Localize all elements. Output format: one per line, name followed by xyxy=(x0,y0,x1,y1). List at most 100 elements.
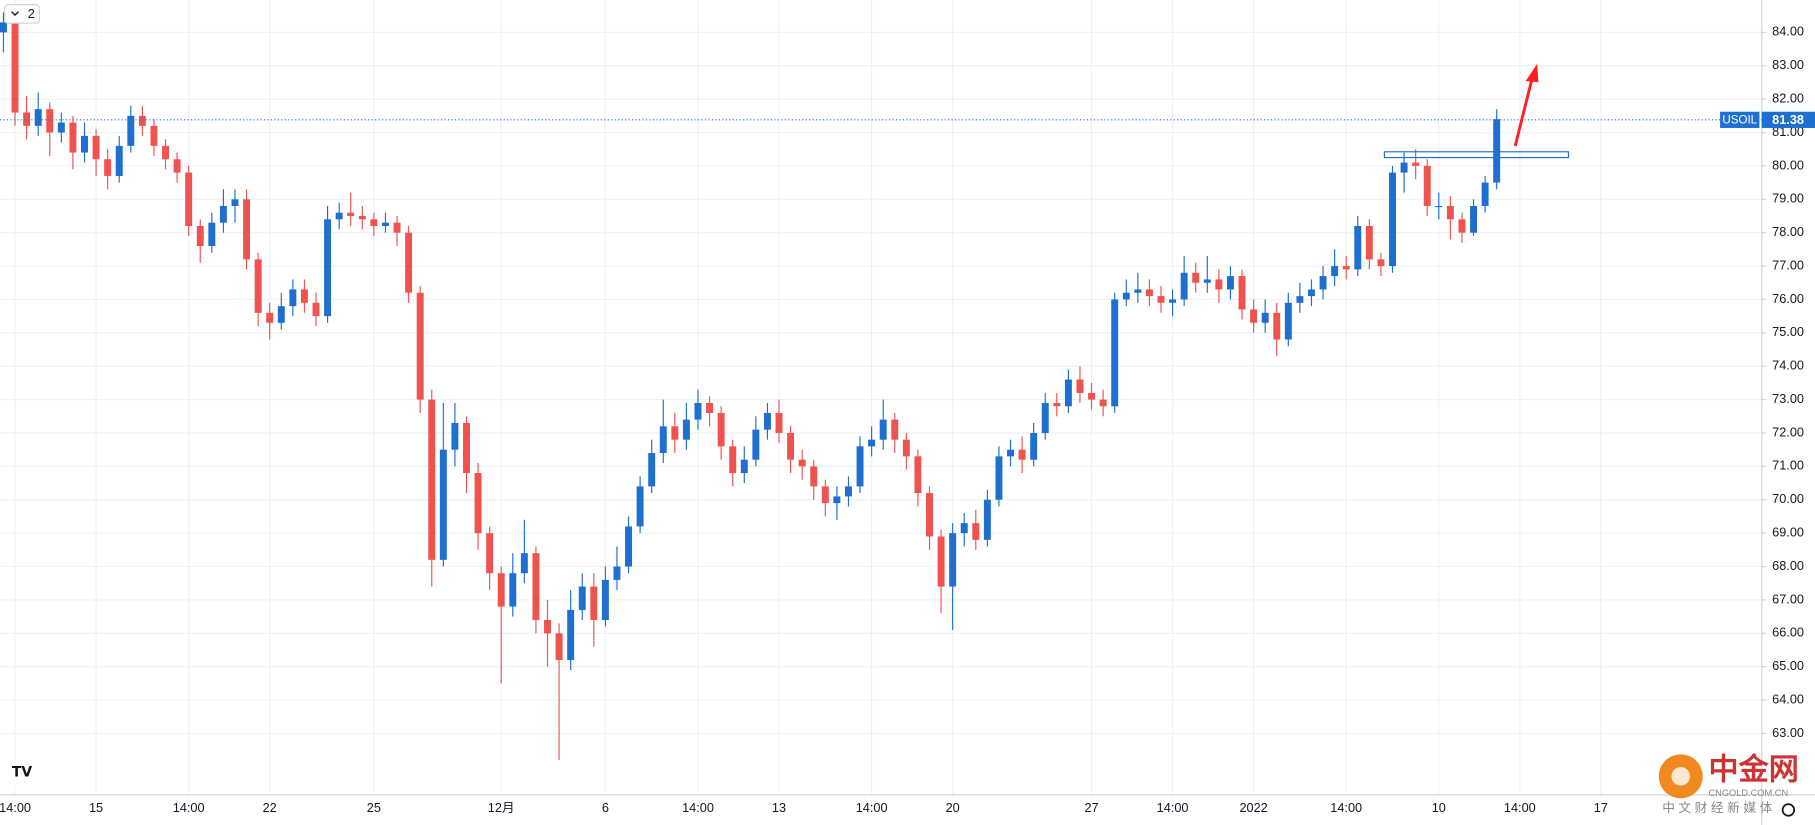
candle-body xyxy=(138,115,146,126)
candle-body xyxy=(1446,205,1454,220)
y-tick-label: 84.00 xyxy=(1772,24,1804,39)
candle-body xyxy=(370,219,378,227)
candle-body xyxy=(34,109,42,126)
candle-body xyxy=(1273,312,1281,340)
candle-body xyxy=(347,212,355,216)
interval-badge-text: 2 xyxy=(28,6,35,21)
candle-body xyxy=(1377,259,1385,267)
x-tick-label: 27 xyxy=(1084,800,1098,815)
candle-body xyxy=(1169,299,1177,303)
candle-body xyxy=(1122,292,1130,300)
y-tick-label: 78.00 xyxy=(1772,224,1804,239)
candle-body xyxy=(1389,172,1396,267)
candle-body xyxy=(23,112,31,126)
axes: 63.00 64.00 65.00 66.00 67.00 68.00 69.00 70.00… xyxy=(0,24,1815,815)
candle-body xyxy=(752,429,760,460)
candle-body xyxy=(1423,165,1431,206)
x-tick-label: 6 xyxy=(602,800,609,815)
annotation-arrowhead xyxy=(1525,63,1539,83)
y-tick-label: 63.00 xyxy=(1772,725,1804,740)
candle-body xyxy=(300,289,308,303)
candle-body xyxy=(1088,392,1096,400)
candle-body xyxy=(463,422,470,474)
x-tick-label: 14:00 xyxy=(1504,800,1536,815)
candle-body xyxy=(1099,399,1107,407)
candle-body xyxy=(1203,279,1211,283)
x-tick-label: 20 xyxy=(946,800,960,815)
x-tick-label: 12月 xyxy=(488,800,515,815)
x-tick-label: 14:00 xyxy=(1330,800,1362,815)
candle-body xyxy=(439,449,447,560)
candle-body xyxy=(115,145,123,176)
candle-body xyxy=(960,523,968,534)
price-value: 81.38 xyxy=(1772,112,1804,127)
candle-body xyxy=(335,212,343,220)
candle-body xyxy=(1342,266,1350,270)
candle-body xyxy=(150,125,158,146)
candle-body xyxy=(810,466,818,487)
x-tick-label: 25 xyxy=(367,800,381,815)
candle-body xyxy=(972,523,980,540)
candle-body xyxy=(740,459,748,474)
y-tick-label: 64.00 xyxy=(1772,691,1804,706)
candle-body xyxy=(393,222,401,233)
y-tick-label: 71.00 xyxy=(1772,458,1804,473)
candle-body xyxy=(1481,182,1489,206)
candle-body xyxy=(868,439,876,447)
candle-body xyxy=(983,499,991,540)
settings-button[interactable] xyxy=(1781,803,1796,817)
candle-body xyxy=(1157,296,1165,303)
candle-body xyxy=(1215,279,1223,290)
candle-body xyxy=(1192,272,1200,283)
candle-body xyxy=(532,553,540,620)
candle-body xyxy=(671,426,679,440)
candle-body xyxy=(416,292,424,400)
candle-body xyxy=(92,135,100,160)
candle-body xyxy=(1435,205,1443,208)
candle-body xyxy=(1308,289,1315,297)
candle-body xyxy=(729,446,737,474)
candle-body xyxy=(902,439,910,457)
candle-body xyxy=(219,205,227,223)
watermark-logo-inner xyxy=(1671,767,1690,786)
candle-body xyxy=(775,412,783,433)
candle-body xyxy=(717,412,725,447)
candle-body xyxy=(520,553,528,574)
candle-body xyxy=(196,226,204,247)
interval-badge[interactable] xyxy=(4,4,40,24)
candle-body xyxy=(1226,276,1234,290)
y-tick-label: 65.00 xyxy=(1772,658,1804,673)
x-tick-label: 15 xyxy=(89,800,103,815)
candle-body xyxy=(231,199,239,206)
tv-logo: 𝗧𝗩 xyxy=(12,764,32,780)
y-tick-label: 80.00 xyxy=(1772,157,1804,172)
candle-body xyxy=(1400,162,1408,173)
candle-body xyxy=(11,22,19,113)
candle-body xyxy=(555,633,563,661)
candle-body xyxy=(509,573,517,607)
candle-body xyxy=(926,493,933,537)
candle-body xyxy=(1458,219,1466,233)
annotation-arrow xyxy=(1513,76,1534,147)
candle-body xyxy=(0,22,7,33)
y-tick-label: 67.00 xyxy=(1772,591,1804,606)
annotation-box xyxy=(1383,151,1570,159)
candle-body xyxy=(358,215,366,220)
candle-body xyxy=(277,306,285,323)
x-tick-label: 22 xyxy=(263,800,277,815)
candle-body xyxy=(648,453,656,487)
candle-body xyxy=(1284,302,1292,340)
y-tick-label: 73.00 xyxy=(1772,391,1804,406)
watermark-slogan: 中 文 财 经 新 媒 体 xyxy=(1662,800,1772,815)
candle-body xyxy=(162,145,169,160)
candle-body xyxy=(833,496,841,504)
candle-body xyxy=(1018,449,1026,460)
candle-body xyxy=(1412,162,1420,166)
candle-body xyxy=(798,459,806,467)
candle-body xyxy=(1030,432,1038,460)
price-value-tag xyxy=(1761,111,1815,128)
y-tick-label: 66.00 xyxy=(1772,625,1804,640)
candle-body xyxy=(1319,276,1327,290)
y-tick-label: 75.00 xyxy=(1772,324,1804,339)
candle-body xyxy=(856,446,864,487)
